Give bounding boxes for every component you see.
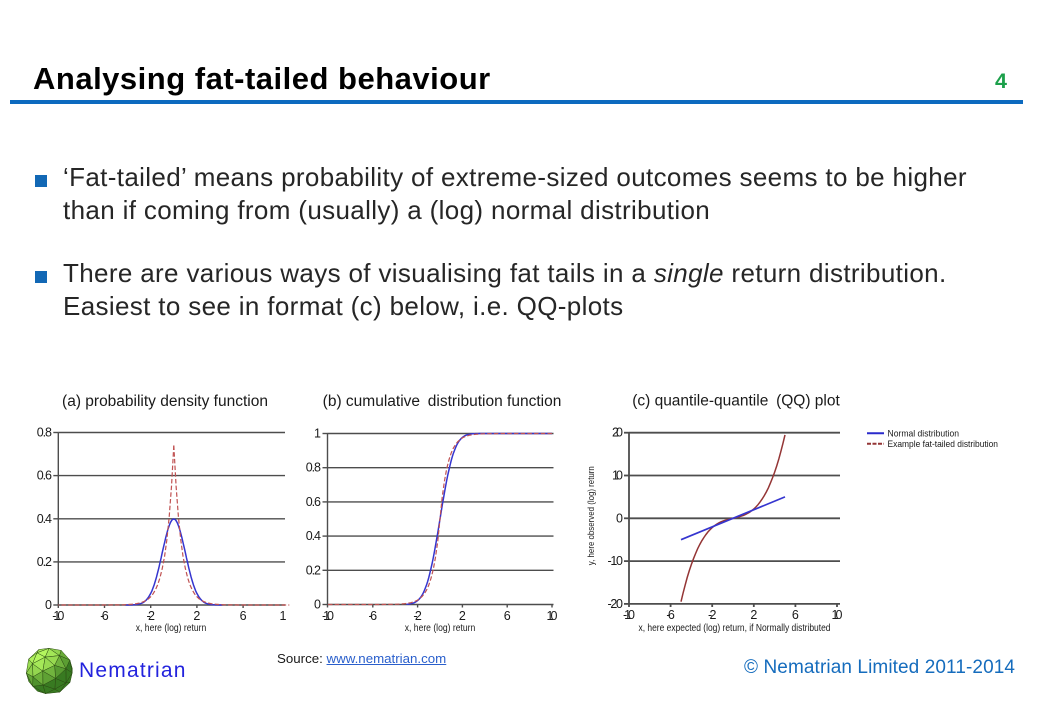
svg-text:0: 0 (616, 511, 623, 525)
svg-text:0: 0 (314, 598, 321, 612)
svg-text:2: 2 (459, 609, 466, 623)
svg-text:0: 0 (45, 598, 52, 612)
svg-text:6: 6 (504, 609, 511, 623)
svg-text:-10: -10 (52, 609, 64, 623)
svg-text:1: 1 (280, 609, 287, 623)
svg-text:-6: -6 (100, 609, 109, 623)
svg-text:(b) cumulative distribution fu: (b) cumulative distribution function (323, 393, 562, 410)
svg-text:Normal distribution: Normal distribution (888, 429, 960, 440)
svg-text:6: 6 (240, 609, 247, 623)
svg-text:1: 1 (314, 427, 321, 441)
svg-text:0.2: 0.2 (306, 563, 321, 577)
svg-text:-10: -10 (322, 609, 334, 623)
svg-text:0.6: 0.6 (306, 495, 321, 509)
svg-text:x, here (log) return: x, here (log) return (405, 623, 476, 634)
svg-text:10: 10 (832, 608, 843, 622)
svg-text:2: 2 (193, 609, 200, 623)
svg-text:0.8: 0.8 (37, 426, 52, 440)
svg-text:0.2: 0.2 (37, 555, 52, 569)
svg-text:(c) quantile-quantile (QQ) plo: (c) quantile-quantile (QQ) plot (632, 393, 840, 410)
svg-text:x, here expected (log) return,: x, here expected (log) return, if Normal… (639, 623, 831, 634)
svg-text:10: 10 (612, 469, 623, 483)
svg-text:Example fat-tailed distributio: Example fat-tailed distribution (888, 439, 999, 450)
svg-text:-2: -2 (708, 608, 717, 622)
svg-text:0.8: 0.8 (306, 461, 321, 475)
svg-text:20: 20 (612, 426, 623, 440)
svg-text:6: 6 (792, 608, 799, 622)
svg-text:y, here observed (log) return: y, here observed (log) return (586, 466, 597, 565)
svg-text:-6: -6 (666, 608, 675, 622)
svg-text:-10: -10 (608, 554, 624, 568)
svg-text:(a) probability density functi: (a) probability density function (62, 393, 268, 410)
svg-text:0.4: 0.4 (306, 529, 321, 543)
svg-text:-2: -2 (413, 609, 422, 623)
svg-text:10: 10 (547, 609, 558, 623)
svg-text:-20: -20 (608, 597, 624, 611)
svg-text:-2: -2 (146, 609, 155, 623)
svg-text:0.6: 0.6 (37, 469, 52, 483)
svg-text:-10: -10 (623, 608, 635, 622)
svg-text:0.4: 0.4 (37, 512, 52, 526)
svg-text:-6: -6 (369, 609, 378, 623)
svg-text:x, here (log) return: x, here (log) return (136, 623, 207, 634)
svg-text:2: 2 (750, 608, 757, 622)
